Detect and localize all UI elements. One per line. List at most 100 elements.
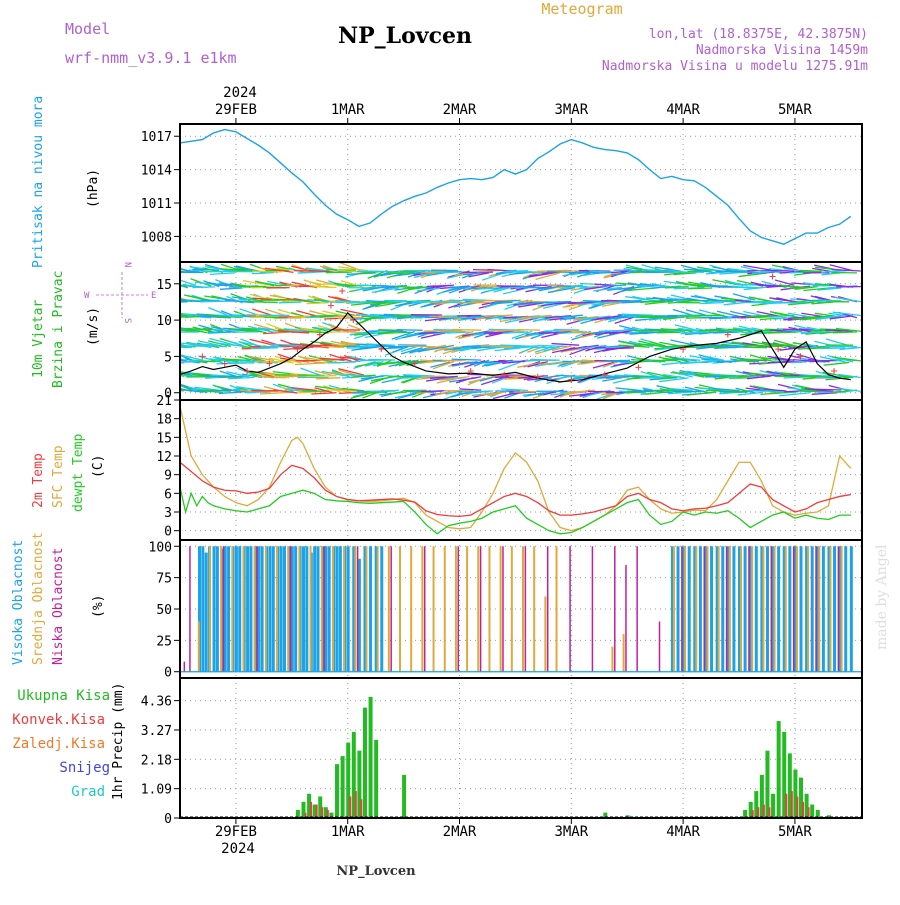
mid-cloud-bar — [209, 546, 211, 671]
gust-cross — [831, 368, 837, 374]
wind-arrow — [383, 330, 407, 331]
low-cloud-bar — [547, 546, 549, 671]
low-cloud-bar — [614, 546, 616, 671]
mid-cloud-bar — [718, 546, 720, 671]
y-tick-label: 6 — [164, 487, 172, 502]
high-cloud-bar — [294, 546, 297, 671]
high-cloud-bar — [811, 546, 814, 671]
high-cloud-bar — [710, 546, 713, 671]
wind-arrow — [219, 376, 247, 377]
top-date-tick: 29FEB — [215, 102, 257, 118]
y-tick-label: 75 — [156, 572, 172, 587]
y-tick-label: 0 — [164, 666, 172, 681]
wind-arrow — [459, 389, 481, 390]
mid-cloud-bar — [511, 546, 513, 671]
mid-cloud-bar — [254, 546, 256, 671]
high-cloud-bar — [347, 546, 350, 671]
wind-arrow — [251, 348, 278, 349]
panel-frame — [180, 400, 862, 540]
wind-arrow — [559, 330, 583, 331]
compass-n: N — [122, 262, 132, 267]
cloud-side-label-2: Srednja Oblacnost — [31, 532, 46, 665]
high-cloud-bar — [833, 546, 836, 671]
low-cloud-bar — [748, 546, 750, 671]
bottom-date-tick: 5MAR — [778, 824, 812, 840]
high-cloud-bar — [216, 546, 219, 671]
low-cloud-bar — [424, 546, 426, 671]
wind-arrow — [179, 280, 196, 285]
y-tick-label: 1.09 — [141, 783, 172, 798]
y-tick-label: 4.36 — [141, 695, 172, 710]
high-cloud-bar — [777, 546, 780, 671]
cloud-ylabel: (%) — [91, 595, 106, 618]
y-tick-label: 25 — [156, 634, 172, 649]
gust-cross — [328, 303, 334, 309]
gust-cross — [635, 364, 641, 370]
top-date-tick: 5MAR — [778, 102, 812, 118]
low-cloud-bar — [480, 546, 482, 671]
model-label: Model — [65, 20, 110, 38]
wind-arrow — [149, 346, 180, 347]
mid-cloud-bar — [477, 546, 479, 671]
mid-cloud-bar — [684, 546, 686, 671]
low-cloud-bar — [256, 546, 258, 671]
wind-arrow — [513, 391, 540, 392]
y-tick-label: 2.18 — [141, 753, 172, 768]
footer-station: NP_Lovcen — [336, 864, 416, 879]
low-cloud-bar — [726, 546, 728, 671]
elevation-info: Nadmorska Visina 1459m — [696, 43, 868, 58]
high-cloud-bar — [800, 546, 803, 671]
mid-cloud-bar — [310, 546, 312, 671]
low-cloud-bar — [569, 546, 571, 671]
wind-arrow — [688, 288, 712, 289]
temp-ylabel: (C) — [91, 455, 106, 478]
mid-cloud-bar — [695, 546, 697, 671]
precip-legend-item: Ukupna Kisa — [17, 688, 110, 704]
high-cloud-bar — [283, 546, 286, 671]
mid-cloud-bar — [444, 546, 446, 671]
conv-precip-bar — [316, 805, 318, 818]
wind-arrow — [542, 346, 568, 347]
wind-arrow — [192, 287, 215, 288]
mid-cloud-bar — [466, 546, 468, 671]
wind-arrows — [149, 262, 861, 400]
temp-side-label-3: dewpt Temp — [71, 434, 86, 512]
pressure-line — [180, 130, 851, 245]
low-cloud-bar — [390, 546, 392, 671]
low-cloud-bar — [323, 546, 325, 671]
gust-cross — [339, 288, 345, 294]
mid-cloud-bar — [410, 546, 412, 671]
low-cloud-bar — [290, 546, 292, 671]
high-cloud-bar — [755, 546, 758, 671]
y-tick-label: 18 — [156, 413, 172, 428]
low-cloud-bar — [189, 546, 191, 671]
wind-arrow — [442, 360, 466, 361]
high-cloud-bar — [246, 546, 249, 671]
wind-arrow — [154, 372, 180, 376]
high-cloud-bar — [677, 546, 680, 671]
mid-cloud-bar — [556, 546, 558, 671]
mid-cloud-bar — [198, 622, 200, 672]
total-precip-bar — [771, 794, 775, 818]
low-cloud-bar — [592, 546, 594, 671]
low-cloud-bar — [815, 546, 817, 671]
y-tick-label: 1017 — [141, 130, 172, 145]
precip-legend-item: Konvek.Kisa — [12, 712, 105, 728]
wind-arrow — [501, 389, 528, 391]
high-cloud-bar — [844, 546, 847, 671]
mid-cloud-bar — [774, 546, 776, 671]
panel-frame — [180, 124, 862, 262]
total-precip-bar — [335, 764, 339, 818]
wind-arrow — [658, 332, 681, 333]
gust-cross — [199, 353, 205, 359]
cloud-side-label-3: Niska Oblacnost — [51, 548, 66, 665]
wind-arrow — [313, 287, 336, 288]
conv-precip-bar — [791, 791, 793, 818]
station-title: NP_Lovcen — [338, 23, 472, 49]
lonlat-info: lon,lat (18.8375E, 42.3875N) — [649, 27, 868, 42]
mid-cloud-bar — [231, 546, 233, 671]
high-cloud-bar — [213, 546, 216, 671]
precip-legend-item: Zaledj.Kisa — [12, 736, 105, 752]
mid-cloud-bar — [785, 546, 787, 671]
